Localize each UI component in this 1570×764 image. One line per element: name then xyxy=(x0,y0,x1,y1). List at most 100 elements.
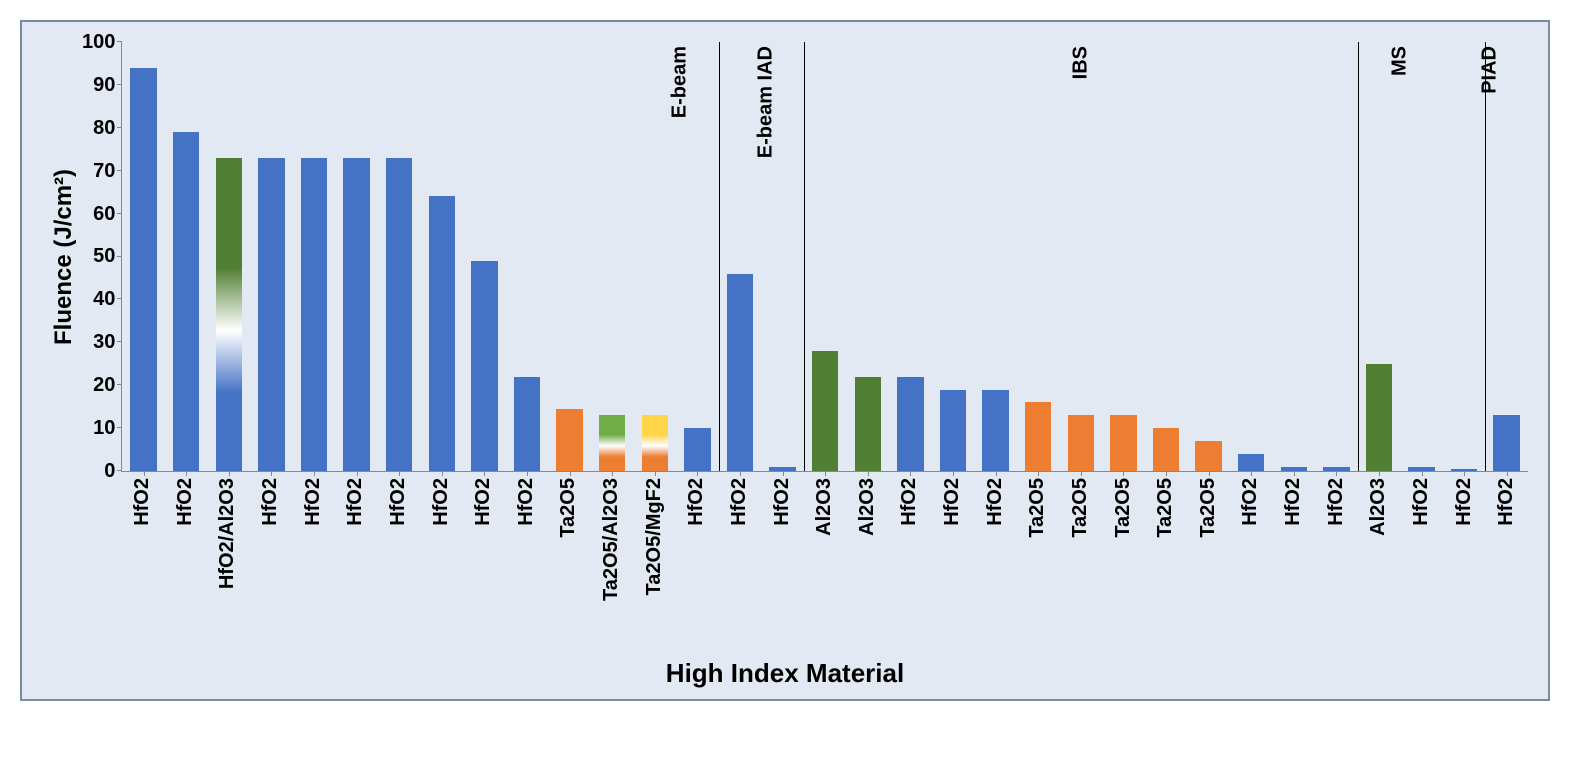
bar-cell xyxy=(335,42,378,471)
x-label-cell: HfO2 xyxy=(505,472,548,648)
x-label-cell: HfO2 xyxy=(676,472,719,648)
x-tick-mark xyxy=(442,471,443,476)
x-label-cell: Ta2O5 xyxy=(1017,472,1060,648)
x-tick-label: Ta2O5 xyxy=(1154,478,1177,538)
x-tick-label: HfO2 xyxy=(302,478,325,526)
bars-layer xyxy=(122,42,1528,471)
y-tick-mark xyxy=(117,256,122,257)
group-label: MS xyxy=(1389,46,1412,76)
bar xyxy=(556,409,582,471)
y-tick-mark xyxy=(117,298,122,299)
bar xyxy=(897,377,923,471)
bar-cell xyxy=(1145,42,1188,471)
x-tick-label: HfO2 xyxy=(472,478,495,526)
group-divider xyxy=(804,42,805,471)
plot-area: E-beamE-beam IADIBSMSPIAD xyxy=(121,42,1528,472)
x-tick-mark xyxy=(783,471,784,476)
group-label: IBS xyxy=(1069,46,1092,79)
x-tick-label: Ta2O5 xyxy=(1112,478,1135,538)
x-labels: HfO2HfO2HfO2/Al2O3HfO2HfO2HfO2HfO2HfO2Hf… xyxy=(121,472,1528,648)
x-tick-label: HfO2 xyxy=(174,478,197,526)
x-tick-label: HfO2 xyxy=(1453,478,1476,526)
x-label-cell: HfO2 xyxy=(1400,472,1443,648)
x-tick-mark xyxy=(1251,471,1252,476)
x-tick-label: Ta2O5 xyxy=(557,478,580,538)
bar xyxy=(599,415,625,471)
y-tick-mark xyxy=(117,41,122,42)
x-label-cell: Ta2O5/MgF2 xyxy=(633,472,676,648)
x-tick-mark xyxy=(868,471,869,476)
bar-cell xyxy=(1485,42,1528,471)
bar-cell xyxy=(1059,42,1102,471)
x-tick-mark xyxy=(1507,471,1508,476)
group-label: E-beam xyxy=(669,46,692,118)
x-tick-label: HfO2 xyxy=(771,478,794,526)
x-tick-label: HfO2 xyxy=(430,478,453,526)
bar-cell xyxy=(591,42,634,471)
x-label-cell: Ta2O5 xyxy=(1059,472,1102,648)
bar xyxy=(130,68,156,471)
x-tick-mark xyxy=(1166,471,1167,476)
x-label-cell: Ta2O5 xyxy=(1144,472,1187,648)
x-label-cell: HfO2 xyxy=(1443,472,1486,648)
bar-cell xyxy=(1102,42,1145,471)
bar-cell xyxy=(1358,42,1401,471)
bar xyxy=(216,158,242,471)
bar-cell xyxy=(1187,42,1230,471)
x-label-cell: Al2O3 xyxy=(803,472,846,648)
x-tick-label: HfO2 xyxy=(984,478,1007,526)
y-tick-label: 90 xyxy=(93,74,115,97)
x-tick-mark xyxy=(1081,471,1082,476)
bar-cell xyxy=(293,42,336,471)
y-tick-label: 60 xyxy=(93,203,115,226)
x-tick-label: HfO2 xyxy=(1239,478,1262,526)
x-tick-mark xyxy=(570,471,571,476)
x-label-cell: HfO2 xyxy=(761,472,804,648)
x-tick-mark xyxy=(271,471,272,476)
x-tick-mark xyxy=(910,471,911,476)
bar xyxy=(642,415,668,471)
bar-cell xyxy=(889,42,932,471)
x-label-cell: HfO2 xyxy=(377,472,420,648)
x-tick-label: HfO2 xyxy=(1282,478,1305,526)
x-label-cell: Ta2O5 xyxy=(1187,472,1230,648)
bar xyxy=(343,158,369,471)
x-tick-mark xyxy=(1294,471,1295,476)
bar-cell xyxy=(1315,42,1358,471)
x-tick-label: HfO2 xyxy=(941,478,964,526)
x-label-cell: HfO2 xyxy=(974,472,1017,648)
x-tick-label: HfO2 xyxy=(1325,478,1348,526)
x-tick-label: HfO2 xyxy=(898,478,921,526)
x-tick-mark xyxy=(655,471,656,476)
bar-cell xyxy=(1017,42,1060,471)
bar-cell xyxy=(122,42,165,471)
x-tick-label: Al2O3 xyxy=(1367,478,1390,536)
y-tick-label: 40 xyxy=(93,288,115,311)
x-tick-mark xyxy=(612,471,613,476)
bar-cell xyxy=(974,42,1017,471)
y-tick-label: 50 xyxy=(93,245,115,268)
x-tick-label: Ta2O5/Al2O3 xyxy=(600,478,623,601)
bar-cell xyxy=(208,42,251,471)
x-tick-mark xyxy=(484,471,485,476)
x-tick-label: HfO2 xyxy=(685,478,708,526)
x-tick-mark xyxy=(1038,471,1039,476)
bar-cell xyxy=(846,42,889,471)
bar xyxy=(982,390,1008,472)
x-tick-mark xyxy=(1379,471,1380,476)
x-tick-mark xyxy=(740,471,741,476)
bar-cell xyxy=(1400,42,1443,471)
x-tick-label: Ta2O5/MgF2 xyxy=(643,478,666,595)
bar-cell xyxy=(1443,42,1486,471)
x-tick-label: HfO2 xyxy=(387,478,410,526)
x-tick-mark xyxy=(825,471,826,476)
y-tick-label: 70 xyxy=(93,160,115,183)
y-tick-mark xyxy=(117,427,122,428)
y-tick-label: 0 xyxy=(104,460,115,483)
x-label-cell: HfO2 xyxy=(931,472,974,648)
x-tick-label: Al2O3 xyxy=(813,478,836,536)
x-tick-label: HfO2 xyxy=(131,478,154,526)
x-label-cell: HfO2 xyxy=(121,472,164,648)
x-label-cell: HfO2 xyxy=(335,472,378,648)
x-tick-mark xyxy=(1123,471,1124,476)
